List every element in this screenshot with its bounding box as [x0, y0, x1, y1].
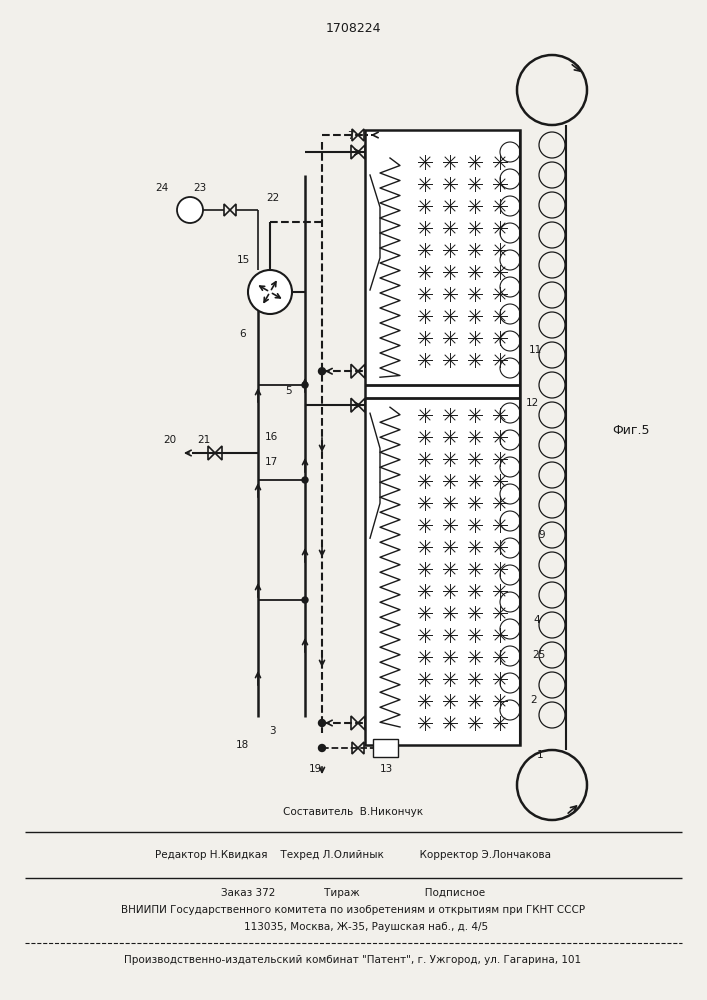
Text: ВНИИПИ Государственного комитета по изобретениям и открытиям при ГКНТ СССР: ВНИИПИ Государственного комитета по изоб… — [121, 905, 585, 915]
Text: 17: 17 — [264, 457, 278, 467]
Bar — [373, 739, 398, 757]
Bar — [365, 130, 520, 745]
Text: 13: 13 — [380, 764, 392, 774]
Text: 18: 18 — [235, 740, 249, 750]
Text: 15: 15 — [236, 255, 250, 265]
Text: 4: 4 — [534, 615, 540, 625]
Text: 21: 21 — [197, 435, 211, 445]
Text: 25: 25 — [532, 650, 546, 660]
Text: 113035, Москва, Ж-35, Раушская наб., д. 4/5: 113035, Москва, Ж-35, Раушская наб., д. … — [218, 922, 488, 932]
Circle shape — [302, 477, 308, 483]
Circle shape — [177, 197, 203, 223]
Circle shape — [302, 597, 308, 603]
Text: 12: 12 — [525, 398, 539, 408]
Text: 5: 5 — [286, 386, 292, 396]
Text: 20: 20 — [163, 435, 177, 445]
Text: Фиг.5: Фиг.5 — [612, 424, 650, 436]
Text: 2: 2 — [531, 695, 537, 705]
Text: 1708224: 1708224 — [325, 21, 381, 34]
Text: Редактор Н.Квидкая    Техред Л.Олийнык           Корректор Э.Лончакова: Редактор Н.Квидкая Техред Л.Олийнык Корр… — [155, 850, 551, 860]
Circle shape — [248, 270, 292, 314]
Text: 9: 9 — [539, 530, 545, 540]
Text: 23: 23 — [194, 183, 206, 193]
Text: 24: 24 — [156, 183, 169, 193]
Text: 1: 1 — [537, 750, 543, 760]
Text: 22: 22 — [267, 193, 280, 203]
Text: 16: 16 — [264, 432, 278, 442]
Text: Производственно-издательский комбинат "Патент", г. Ужгород, ул. Гагарина, 101: Производственно-издательский комбинат "П… — [124, 955, 582, 965]
Text: 3: 3 — [269, 726, 275, 736]
Text: 6: 6 — [240, 329, 246, 339]
Text: 11: 11 — [528, 345, 542, 355]
Text: 19: 19 — [308, 764, 322, 774]
Circle shape — [318, 720, 325, 726]
Text: Составитель  В.Никончук: Составитель В.Никончук — [283, 807, 423, 817]
Text: 7: 7 — [346, 131, 354, 141]
Text: Заказ 372               Тираж                    Подписное: Заказ 372 Тираж Подписное — [221, 888, 485, 898]
Circle shape — [318, 744, 325, 752]
Circle shape — [318, 368, 325, 375]
Circle shape — [302, 382, 308, 388]
